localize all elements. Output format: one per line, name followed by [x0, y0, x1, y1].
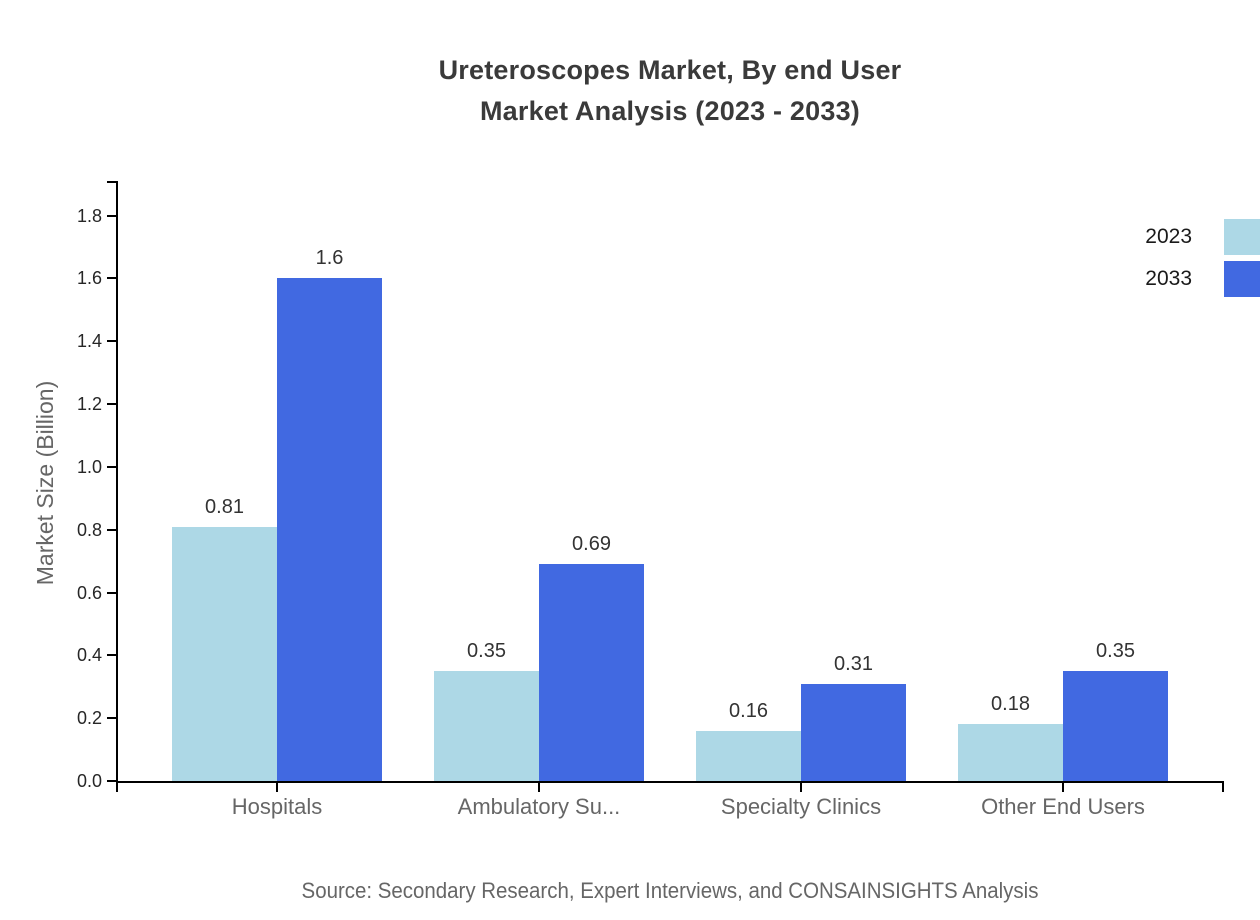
y-axis-spine	[116, 181, 118, 783]
y-tick-label-1.2: 1.2	[76, 394, 102, 415]
category-label-specialty-clinics: Specialty Clinics	[720, 794, 882, 819]
y-tick-label-0.6: 0.6	[76, 582, 102, 603]
y-tick-0.4	[107, 654, 116, 657]
y-tick-label-0.2: 0.2	[76, 708, 102, 729]
legend-item-2023: 2023	[1145, 219, 1260, 255]
x-axis-left-cap-tick	[116, 783, 118, 792]
x-axis-spine	[116, 781, 1224, 783]
legend: 2023 2033	[1145, 219, 1260, 303]
y-tick-1.8	[107, 214, 116, 217]
chart-title-line1: Ureteroscopes Market, By end User	[438, 55, 902, 85]
y-tick-label-1.6: 1.6	[76, 268, 102, 289]
legend-label-2033: 2033	[1145, 267, 1192, 290]
legend-label-2023: 2023	[1145, 225, 1192, 248]
x-tick-hospitals	[276, 783, 278, 792]
bar-value-2033-hospitals: 1.6	[315, 247, 344, 269]
bar-value-2023-hospitals: 0.81	[205, 496, 244, 518]
y-tick-label-1.0: 1.0	[76, 456, 102, 477]
legend-swatch-2033	[1224, 261, 1260, 297]
x-tick-specialty-clinics	[800, 783, 802, 792]
bar-value-2023-other-end-users: 0.18	[991, 693, 1030, 715]
bar-2033-other-end-users	[1063, 671, 1168, 781]
y-tick-1.6	[107, 277, 116, 280]
y-tick-label-0.4: 0.4	[76, 645, 102, 666]
x-tick-other-end-users	[1062, 783, 1064, 792]
y-tick-1.0	[107, 465, 116, 468]
bar-2033-ambulatory-su	[539, 564, 644, 781]
category-label-hospitals: Hospitals	[231, 794, 323, 819]
y-tick-label-1.8: 1.8	[76, 205, 102, 226]
x-axis-right-cap-tick	[1222, 783, 1224, 792]
legend-swatch-2023	[1224, 219, 1260, 255]
bar-2023-ambulatory-su	[434, 671, 539, 781]
y-axis-top-cap-tick	[107, 181, 116, 183]
source-attribution: Source: Secondary Research, Expert Inter…	[301, 878, 1039, 903]
y-tick-label-1.4: 1.4	[76, 331, 102, 352]
bar-2023-specialty-clinics	[696, 731, 801, 781]
y-tick-0.8	[107, 528, 116, 531]
y-tick-label-0.0: 0.0	[76, 771, 102, 791]
bar-value-2023-specialty-clinics: 0.16	[729, 700, 768, 722]
x-tick-ambulatory-su	[538, 783, 540, 792]
category-label-other-end-users: Other End Users	[981, 794, 1145, 819]
category-label-ambulatory-su: Ambulatory Su...	[457, 794, 621, 819]
bar-2033-hospitals	[277, 278, 382, 781]
plot-area: 0.0 0.2 0.4 0.6 0.8 1.0 1.2 1.4 1.6 1.8 Hospitals 0…	[77, 181, 1224, 819]
bar-value-2033-other-end-users: 0.35	[1096, 640, 1135, 662]
legend-item-2033: 2033	[1145, 261, 1260, 297]
y-tick-0.2	[107, 717, 116, 720]
y-tick-1.4	[107, 340, 116, 343]
bar-2033-specialty-clinics	[801, 684, 906, 781]
bar-2023-hospitals	[172, 527, 277, 781]
chart-title-line2: Market Analysis (2023 - 2033)	[479, 96, 860, 126]
y-tick-label-0.8: 0.8	[76, 519, 102, 540]
y-tick-0.0	[107, 780, 116, 782]
bar-2023-other-end-users	[958, 724, 1063, 781]
chart-title: Ureteroscopes Market, By end User Market…	[118, 50, 1222, 132]
y-tick-1.2	[107, 403, 116, 406]
y-tick-0.6	[107, 591, 116, 594]
bar-value-2033-specialty-clinics: 0.31	[834, 653, 873, 675]
bar-value-2023-ambulatory-su: 0.35	[467, 640, 506, 662]
bar-value-2033-ambulatory-su: 0.69	[572, 533, 611, 555]
